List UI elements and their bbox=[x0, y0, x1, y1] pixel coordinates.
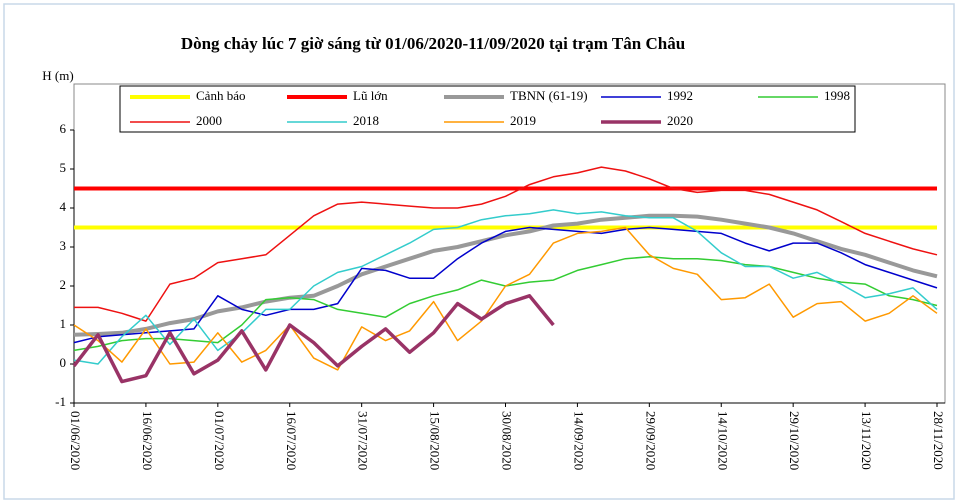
legend-label: Cảnh báo bbox=[196, 88, 245, 103]
y-tick-label: 0 bbox=[60, 355, 67, 370]
x-tick-label: 28/11/2020 bbox=[931, 411, 946, 470]
series-line bbox=[73, 213, 938, 337]
series-line bbox=[73, 226, 938, 371]
series-line bbox=[74, 166, 938, 322]
y-axis-label: H (m) bbox=[42, 68, 73, 83]
y-tick-label: 3 bbox=[60, 238, 67, 253]
legend-label: 1992 bbox=[667, 88, 693, 103]
x-tick-label: 01/06/2020 bbox=[68, 411, 83, 470]
legend-label: Lũ lớn bbox=[353, 88, 388, 103]
x-tick-label: 16/07/2020 bbox=[284, 411, 299, 470]
y-tick-label: 4 bbox=[60, 199, 67, 214]
legend-label: 2020 bbox=[667, 113, 693, 128]
y-tick-label: -1 bbox=[55, 394, 66, 409]
x-tick-label: 14/10/2020 bbox=[715, 411, 730, 470]
x-tick-label: 01/07/2020 bbox=[212, 411, 227, 470]
y-tick-label: 2 bbox=[60, 277, 67, 292]
y-tick-label: 1 bbox=[60, 316, 67, 331]
plot: -1 0 1 2 3 4 5 6 01/06/2020 16/06/2020 01/07/2020 1… bbox=[55, 121, 946, 470]
legend-label: 2019 bbox=[510, 113, 536, 128]
x-tick-label: 30/08/2020 bbox=[500, 411, 515, 470]
y-tick-label: 5 bbox=[60, 160, 67, 175]
x-tick-label: 29/09/2020 bbox=[643, 411, 658, 470]
legend-label: 1998 bbox=[824, 88, 850, 103]
legend: Cảnh báo Lũ lớn TBNN (61-19) 1992 1998 2000 20… bbox=[130, 88, 850, 128]
x-tick-label: 16/06/2020 bbox=[140, 411, 155, 470]
legend-label: TBNN (61-19) bbox=[510, 88, 588, 103]
y-tick-label: 6 bbox=[60, 121, 67, 136]
x-tick-label: 13/11/2020 bbox=[859, 411, 874, 470]
legend-box bbox=[119, 85, 856, 133]
series-line bbox=[73, 226, 938, 344]
x-tick-label: 14/09/2020 bbox=[571, 411, 586, 470]
series-line bbox=[72, 294, 555, 384]
x-tick-label: 31/07/2020 bbox=[356, 411, 371, 470]
chart-title: Dòng chảy lúc 7 giờ sáng từ 01/06/2020-1… bbox=[181, 34, 685, 53]
series-line bbox=[73, 209, 938, 365]
x-tick-label: 15/08/2020 bbox=[428, 411, 443, 470]
legend-label: 2018 bbox=[353, 113, 379, 128]
legend-label: 2000 bbox=[196, 113, 222, 128]
x-tick-label: 29/10/2020 bbox=[787, 411, 802, 470]
